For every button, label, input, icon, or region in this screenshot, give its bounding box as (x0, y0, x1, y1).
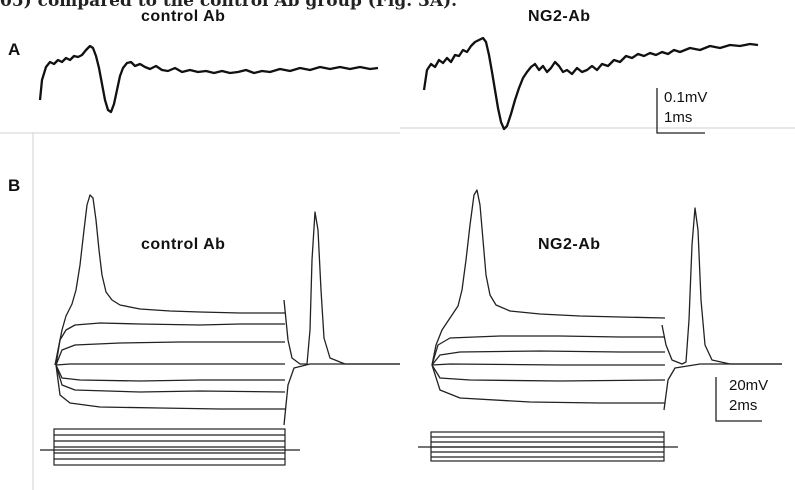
caption-fragment: 05) compared to the control Ab group (Fi… (0, 0, 458, 11)
panel-a-control-trace (38, 44, 379, 114)
panel-a-left-condition: control Ab (141, 8, 226, 25)
panel-a-scale-bar (656, 88, 705, 134)
panel-a-scale-time: 1ms (664, 109, 693, 126)
panel-b-scale-voltage: 20mV (729, 377, 769, 394)
panel-b-left-condition: control Ab (141, 236, 226, 253)
panel-b-control-stimulus (40, 428, 300, 466)
panel-a-right-condition: NG2-Ab (528, 8, 591, 25)
panel-b-scale-bar (715, 377, 762, 422)
panel-a-scale-voltage: 0.1mV (664, 89, 708, 106)
panel-b-scale-time: 2ms (729, 397, 758, 414)
panel-b-letter: B (8, 176, 21, 195)
panel-a-ng2-trace (422, 36, 759, 131)
panel-b-control-traces (54, 194, 400, 426)
panel-b-ng2-traces (431, 189, 782, 411)
panel-b-right-condition: NG2-Ab (538, 236, 601, 253)
panel-b-ng2-stimulus (418, 431, 678, 462)
panel-a-letter: A (8, 40, 21, 59)
